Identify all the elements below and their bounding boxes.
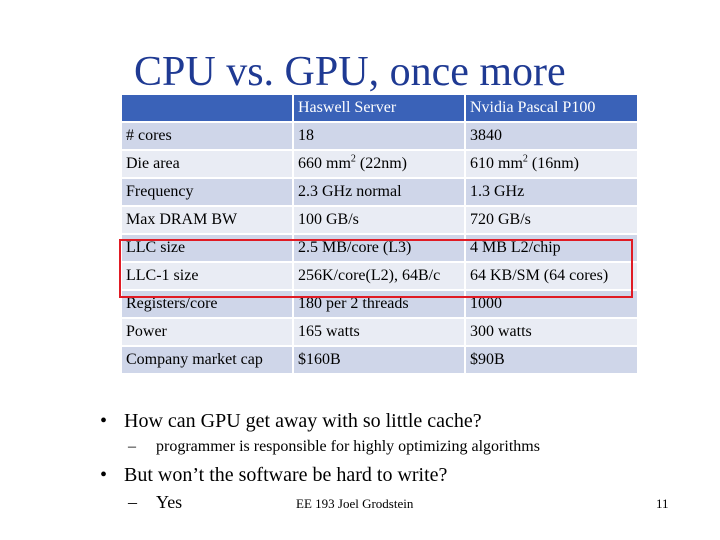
pascal-die-area-node: (16nm): [527, 155, 579, 172]
sub-bullet-text: programmer is responsible for highly opt…: [156, 438, 540, 455]
comparison-table: Haswell Server Nvidia Pascal P100 # core…: [120, 93, 639, 375]
table-row: Registers/core 180 per 2 threads 1000: [122, 291, 637, 317]
haswell-value: 18: [294, 123, 464, 149]
header-cell-pascal: Nvidia Pascal P100: [466, 95, 637, 121]
haswell-value: 2.5 MB/core (L3): [294, 235, 464, 261]
haswell-value: 100 GB/s: [294, 207, 464, 233]
bullet-dot: •: [100, 464, 108, 486]
bullet-dot: •: [100, 410, 108, 432]
sub-bullet-2: – Yes: [128, 492, 182, 513]
sub-bullet-dash: –: [128, 492, 137, 512]
table-row: # cores 18 3840: [122, 123, 637, 149]
table-header-row: Haswell Server Nvidia Pascal P100: [122, 95, 637, 121]
sub-bullet-1: – programmer is responsible for highly op…: [128, 438, 540, 456]
table-row: Power 165 watts 300 watts: [122, 319, 637, 345]
header-cell-empty: [122, 95, 292, 121]
haswell-die-area: 660 mm: [298, 155, 351, 172]
haswell-value: 660 mm2 (22nm): [294, 151, 464, 177]
row-label: Power: [122, 319, 292, 345]
haswell-die-area-node: (22nm): [355, 155, 407, 172]
slide-footer: EE 193 Joel Grodstein: [296, 496, 414, 511]
row-label: Max DRAM BW: [122, 207, 292, 233]
row-label: Frequency: [122, 179, 292, 205]
row-label: Company market cap: [122, 347, 292, 373]
haswell-value: 2.3 GHz normal: [294, 179, 464, 205]
pascal-value: 64 KB/SM (64 cores): [466, 263, 637, 289]
bullet-1: • How can GPU get away with so little cac…: [100, 410, 482, 433]
row-label: Die area: [122, 151, 292, 177]
pascal-value: 720 GB/s: [466, 207, 637, 233]
haswell-value: 180 per 2 threads: [294, 291, 464, 317]
table-row: Company market cap $160B $90B: [122, 347, 637, 373]
row-label: LLC-1 size: [122, 263, 292, 289]
pascal-value: 610 mm2 (16nm): [466, 151, 637, 177]
row-label: Registers/core: [122, 291, 292, 317]
haswell-value: 256K/core(L2), 64B/c: [294, 263, 464, 289]
bullet-text: But won’t the software be hard to write?: [124, 464, 448, 486]
haswell-die-area-exponent: 2: [350, 153, 356, 165]
pascal-die-area: 610 mm: [470, 155, 523, 172]
pascal-value: 1.3 GHz: [466, 179, 637, 205]
pascal-value: $90B: [466, 347, 637, 373]
pascal-die-area-exponent: 2: [522, 153, 528, 165]
pascal-value: 4 MB L2/chip: [466, 235, 637, 261]
table-row: Max DRAM BW 100 GB/s 720 GB/s: [122, 207, 637, 233]
pascal-value: 300 watts: [466, 319, 637, 345]
table-row: LLC size 2.5 MB/core (L3) 4 MB L2/chip: [122, 235, 637, 261]
row-label: LLC size: [122, 235, 292, 261]
table-row: LLC-1 size 256K/core(L2), 64B/c 64 KB/SM…: [122, 263, 637, 289]
sub-bullet-dash: –: [128, 438, 136, 455]
pascal-value: 1000: [466, 291, 637, 317]
page-number: 11: [656, 496, 669, 511]
bullet-2: • But won’t the software be hard to write…: [100, 464, 447, 487]
pascal-value: 3840: [466, 123, 637, 149]
haswell-value: 165 watts: [294, 319, 464, 345]
table-row: Die area 660 mm2 (22nm) 610 mm2 (16nm): [122, 151, 637, 177]
sub-bullet-text: Yes: [156, 492, 183, 512]
haswell-value: $160B: [294, 347, 464, 373]
header-cell-haswell: Haswell Server: [294, 95, 464, 121]
table-row: Frequency 2.3 GHz normal 1.3 GHz: [122, 179, 637, 205]
slide-title: CPU vs. GPU, once more: [134, 49, 566, 95]
bullet-text: How can GPU get away with so little cach…: [124, 410, 482, 432]
row-label: # cores: [122, 123, 292, 149]
